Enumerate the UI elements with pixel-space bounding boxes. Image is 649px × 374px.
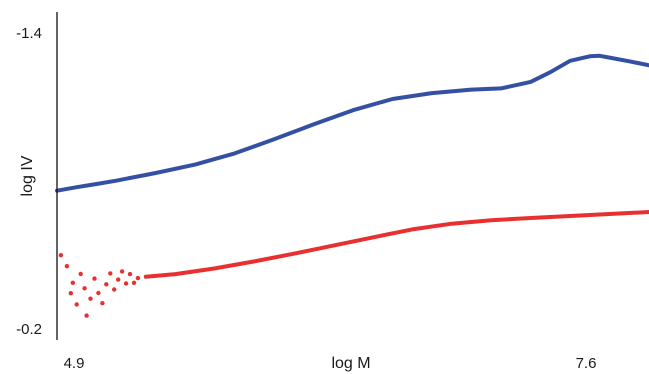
series-2-point-16 — [119, 269, 125, 274]
plot-area — [55, 53, 649, 318]
series-2-point-10 — [96, 290, 101, 296]
series-2-point-2 — [68, 291, 74, 296]
y-axis-title: log IV — [19, 155, 36, 196]
series-2-point-3 — [70, 280, 76, 285]
series-2-point-20 — [135, 275, 141, 281]
series-2-point-15 — [116, 277, 121, 282]
series-0-line — [55, 53, 649, 193]
series-2-point-11 — [100, 301, 105, 306]
series-2-point-12 — [104, 282, 109, 287]
x-tick-label-right: 7.6 — [576, 355, 597, 372]
series-2-point-9 — [92, 276, 97, 281]
y-tick-label-bottom: -0.2 — [16, 321, 42, 338]
series-2-point-0 — [58, 253, 64, 258]
series-2-point-17 — [123, 281, 129, 286]
series-1-line — [143, 210, 649, 279]
series-2 — [58, 253, 141, 318]
series-2-point-5 — [78, 271, 83, 277]
series-2-point-8 — [88, 296, 93, 301]
series-2-point-18 — [127, 271, 133, 277]
series-2-point-6 — [82, 286, 87, 291]
series-2-point-4 — [74, 302, 79, 307]
series-0 — [55, 53, 649, 193]
y-tick-label-top: -1.4 — [16, 25, 42, 42]
series-2-point-13 — [108, 271, 113, 276]
series-2-point-19 — [131, 280, 137, 285]
series-2-point-14 — [112, 287, 117, 292]
series-2-point-1 — [64, 264, 70, 269]
series-2-point-7 — [84, 313, 89, 318]
x-tick-label-left: 4.9 — [64, 355, 85, 372]
series-1 — [143, 210, 649, 279]
x-axis-title: log M — [331, 355, 370, 372]
